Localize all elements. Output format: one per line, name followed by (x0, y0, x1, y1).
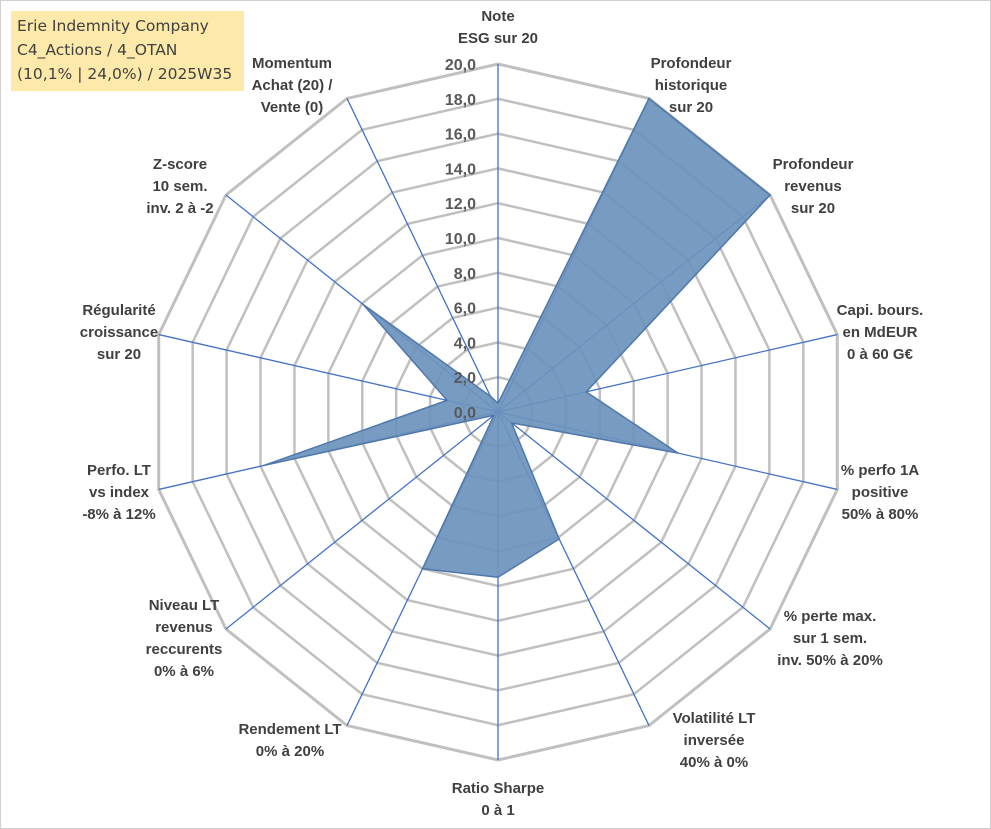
data-point (558, 538, 560, 540)
r-tick-label: 12,0 (445, 196, 476, 213)
title-line-category: C4_Actions / 4_OTAN (17, 41, 178, 59)
axis-spoke (158, 333, 499, 413)
r-tick-label: 8,0 (454, 266, 476, 283)
data-point (510, 422, 513, 424)
r-tick-label: 18,0 (445, 92, 476, 109)
data-point (362, 303, 365, 306)
r-tick-label: 6,0 (454, 301, 476, 318)
r-tick-label: 14,0 (445, 161, 476, 178)
r-tick-label: 20,0 (445, 57, 476, 74)
r-tick-label: 16,0 (445, 127, 476, 144)
data-series-area (263, 97, 771, 579)
axis-label: % perte max. sur 1 sem. inv. 50% à 20% (777, 608, 883, 669)
axis-label: Volatilité LT inversée 40% à 0% (673, 710, 756, 771)
data-point (648, 97, 650, 100)
axis-label: Z-score 10 sem. inv. 2 à -2 (146, 156, 213, 217)
r-tick-label: 0,0 (454, 405, 476, 422)
axis-label: Note ESG sur 20 (458, 8, 538, 47)
data-point (263, 464, 265, 467)
axis-label: Profondeur historique sur 20 (651, 55, 732, 116)
axis-label: Régularité croissance sur 20 (80, 302, 158, 363)
axis-spoke (225, 411, 499, 630)
data-point (585, 391, 588, 393)
data-point (489, 395, 492, 398)
axis-label: Capi. bours. en MdEUR 0 à 60 G€ (837, 302, 924, 363)
title-line-stats: (10,1% | 24,0%) / 2025W35 (17, 65, 233, 83)
axis-label: Profondeur revenus sur 20 (773, 156, 854, 217)
data-point (497, 576, 499, 579)
data-point (497, 402, 499, 405)
data-point (493, 414, 495, 417)
chart-title-box: Erie Indemnity Company C4_Actions / 4_OT… (11, 11, 244, 91)
axis-label: Rendement LT 0% à 20% (238, 721, 341, 760)
r-tick-label: 2,0 (454, 370, 476, 387)
data-point (677, 452, 679, 454)
axis-label: Niveau LT revenus reccurents 0% à 6% (146, 597, 223, 680)
axis-label: Ratio Sharpe 0 à 1 (452, 780, 545, 819)
r-tick-label: 4,0 (454, 335, 476, 352)
axis-spoke (346, 98, 499, 413)
data-point (421, 567, 424, 570)
axis-spoke (497, 411, 771, 630)
axis-label: Perfo. LT vs index -8% à 12% (82, 462, 155, 523)
title-line-company: Erie Indemnity Company (17, 17, 209, 35)
axis-label: % perfo 1A positive 50% à 80% (841, 462, 920, 523)
axis-label: Momentum Achat (20) / Vente (0) (252, 55, 334, 116)
data-point (769, 194, 771, 196)
data-point (446, 399, 448, 402)
r-tick-label: 10,0 (445, 231, 476, 248)
